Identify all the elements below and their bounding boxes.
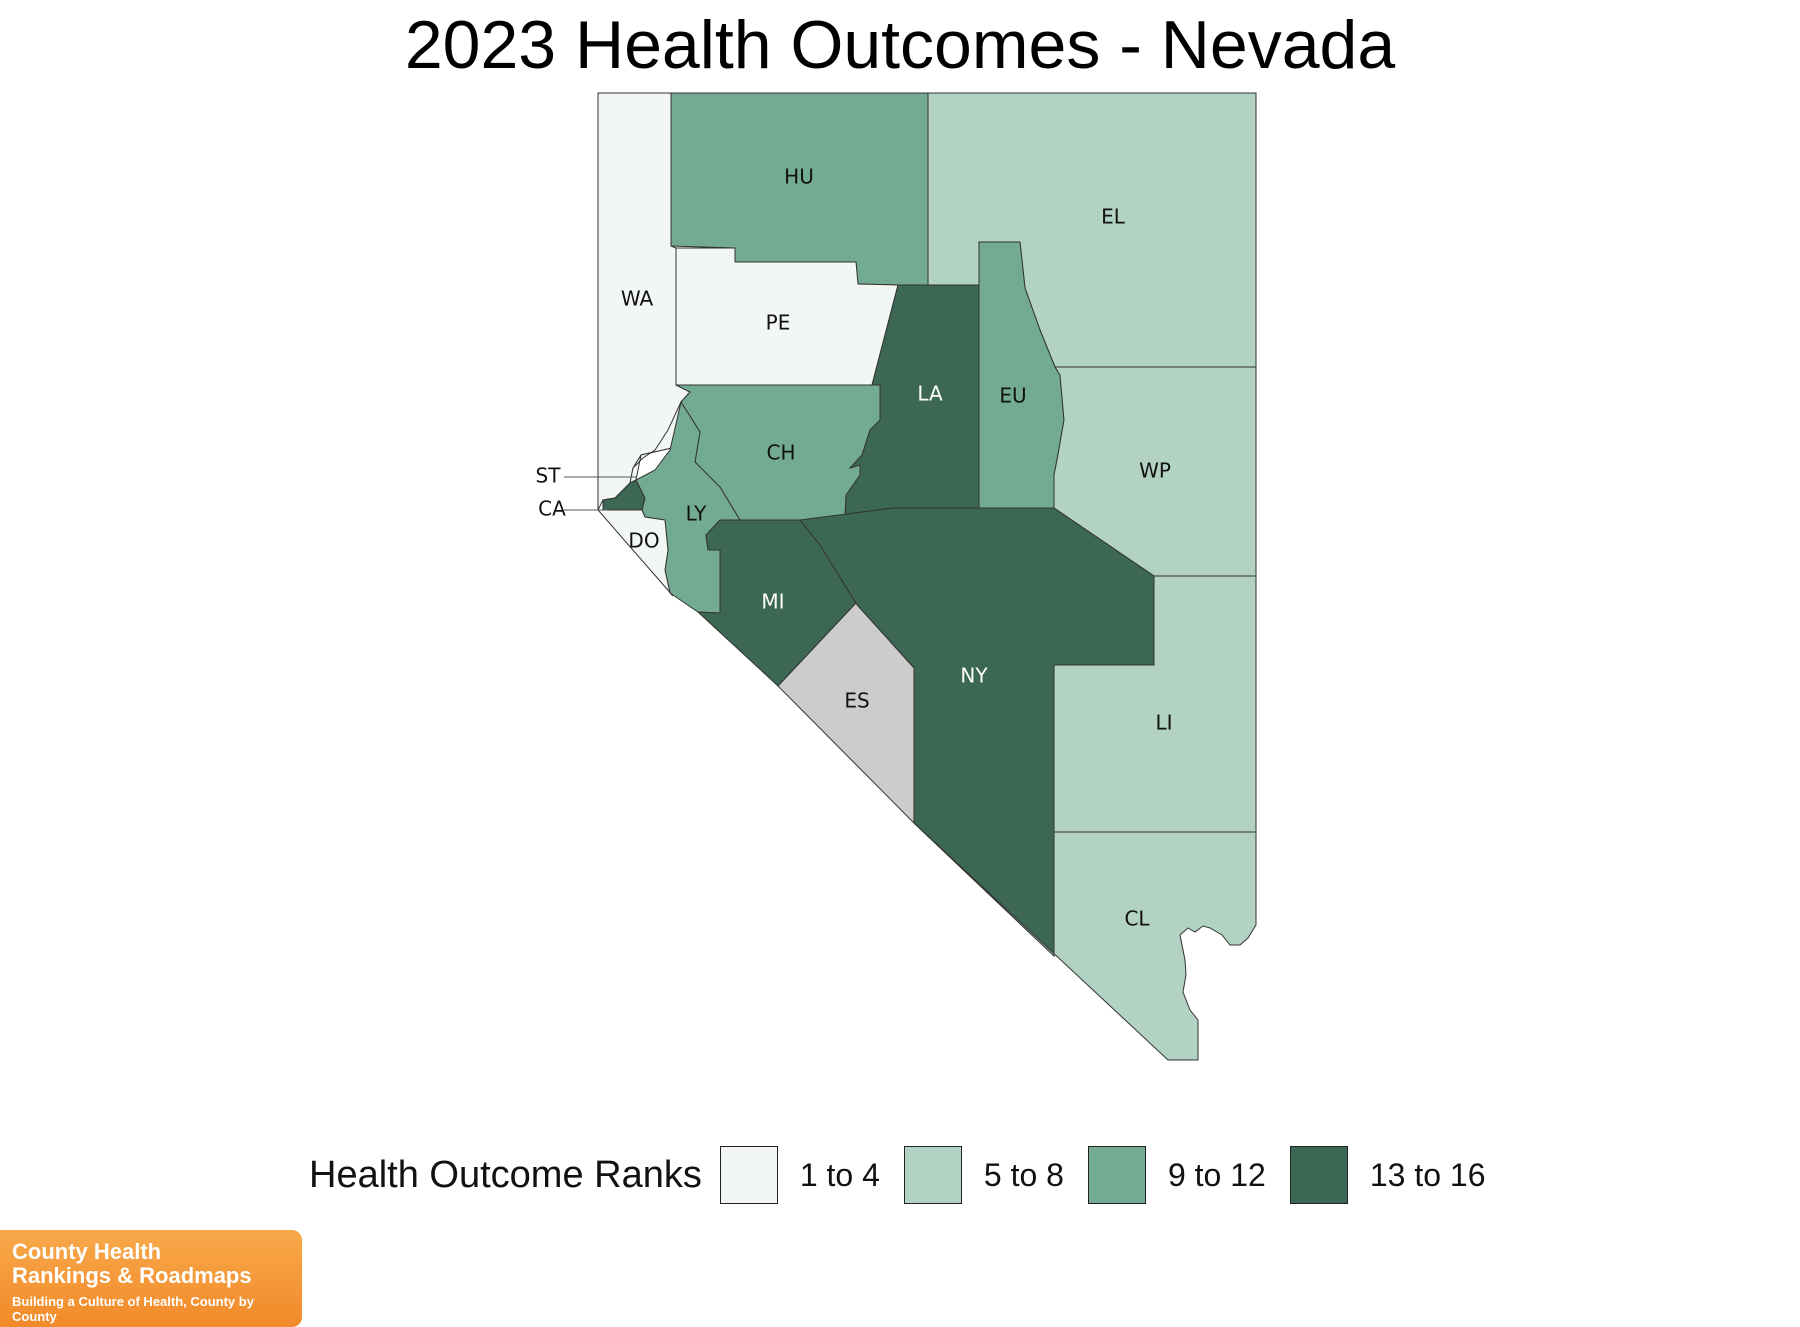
county-label-ny: NY [960, 664, 988, 688]
county-label-el: EL [1101, 205, 1126, 229]
county-label-wp: WP [1139, 459, 1171, 483]
county-label-li: LI [1155, 711, 1172, 735]
county-label-ly: LY [686, 502, 707, 526]
legend-label-9-to-12: 9 to 12 [1167, 1156, 1266, 1193]
county-health-rankings-logo: County Health Rankings & Roadmaps Buildi… [0, 1230, 302, 1327]
legend-item-5-to-8: 5 to 8 [903, 1146, 1088, 1204]
legend-swatch-9-to-12 [1087, 1146, 1146, 1204]
legend-swatch-1-to-4 [719, 1146, 778, 1204]
county-label-st: ST [536, 464, 562, 488]
county-label-mi: MI [761, 590, 784, 614]
legend-title: Health Outcome Ranks [309, 1153, 702, 1196]
legend-swatch-5-to-8 [903, 1146, 962, 1204]
county-label-hu: HU [784, 165, 814, 189]
county-label-ca: CA [538, 497, 566, 521]
logo-line-1: County Health [12, 1239, 162, 1264]
legend-label-1-to-4: 1 to 4 [799, 1156, 880, 1193]
legend-swatch-13-to-16 [1289, 1146, 1348, 1204]
legend-item-13-to-16: 13 to 16 [1289, 1146, 1510, 1204]
county-label-wa: WA [621, 287, 654, 311]
county-es [777, 602, 915, 825]
page-title: 2023 Health Outcomes - Nevada [404, 7, 1396, 83]
legend-label-13-to-16: 13 to 16 [1369, 1156, 1486, 1193]
county-label-do: DO [628, 529, 659, 553]
legend-label-5-to-8: 5 to 8 [983, 1156, 1064, 1193]
county-label-pe: PE [766, 311, 791, 335]
legend-item-1-to-4: 1 to 4 [719, 1146, 904, 1204]
county-label-la: LA [917, 382, 943, 406]
county-cl [913, 822, 1257, 1061]
county-label-es: ES [844, 689, 869, 713]
logo-line-2: Rankings & Roadmaps [12, 1263, 252, 1288]
county-label-eu: EU [999, 384, 1026, 408]
county-wp [1053, 366, 1257, 577]
legend: Health Outcome Ranks 1 to 4 5 to 8 9 to … [309, 1144, 1509, 1206]
county-label-cl: CL [1124, 907, 1150, 931]
county-label-ch: CH [766, 441, 795, 465]
legend-item-9-to-12: 9 to 12 [1087, 1146, 1290, 1204]
county-do [596, 509, 674, 597]
